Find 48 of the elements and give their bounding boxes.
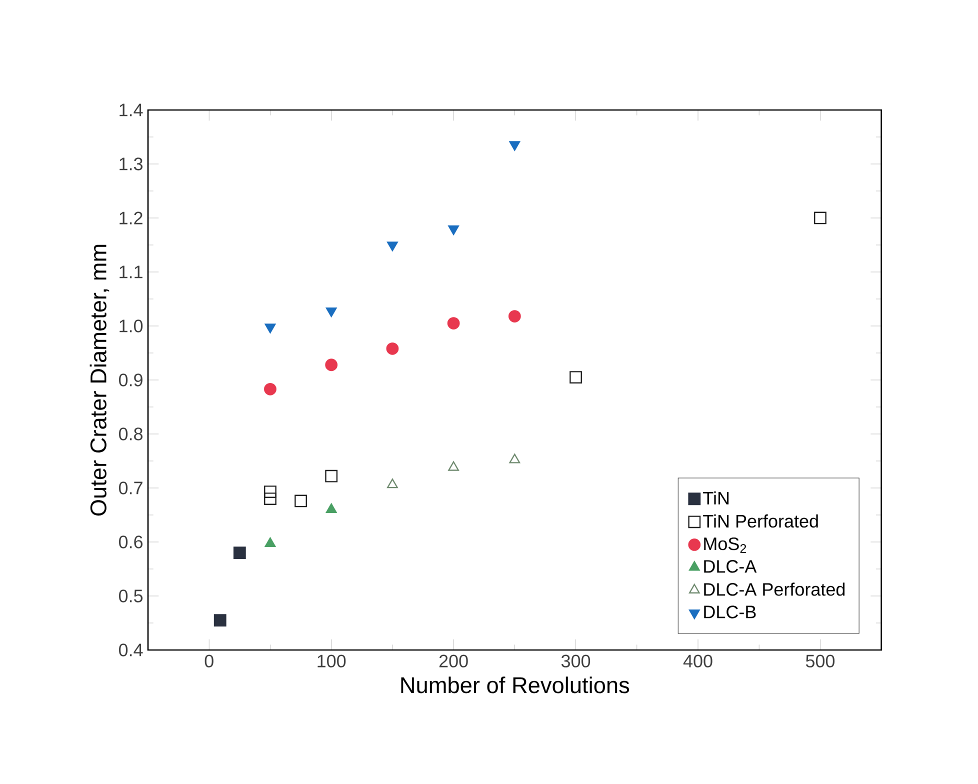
- point: [447, 317, 460, 330]
- point: [448, 461, 460, 471]
- point: [386, 242, 398, 252]
- y-tick-label: 0.6: [118, 536, 143, 548]
- y-tick-label: 1.2: [120, 212, 142, 224]
- point: [325, 470, 338, 482]
- y-tick-label: 1.3: [120, 158, 143, 170]
- point: [233, 546, 246, 559]
- x-tick-label: 500: [806, 654, 835, 668]
- legend-label: DLC-A: [704, 560, 757, 573]
- point: [448, 225, 460, 235]
- y-tick-label: 1.1: [120, 266, 142, 278]
- point: [386, 478, 398, 488]
- y-tick-label: 1.4: [120, 104, 143, 116]
- y-axis-title: Outer Crater Diameter, mm: [90, 244, 110, 516]
- legend-label: TiN: [703, 491, 729, 504]
- point: [264, 382, 276, 396]
- point: [264, 324, 276, 334]
- x-tick-label: 400: [683, 654, 712, 668]
- point: [509, 141, 520, 151]
- point: [264, 492, 276, 505]
- legend-label: DLC-B: [704, 606, 756, 618]
- point: [325, 358, 338, 372]
- x-tick-label: 300: [561, 654, 590, 668]
- legend-label: MoS$_{2}$: [704, 537, 746, 553]
- y-tick-label: 0.4: [118, 644, 143, 656]
- point: [570, 371, 582, 384]
- x-tick-label: 200: [439, 654, 468, 668]
- y-tick-label: 0.9: [118, 374, 142, 386]
- point: [264, 537, 276, 548]
- point: [264, 486, 276, 498]
- y-tick-label: 0.7: [118, 482, 142, 494]
- y-tick-label: 0.5: [118, 590, 143, 602]
- legend-label: TiN Perforated: [703, 514, 818, 528]
- x-axis-title: Number of Revolutions: [401, 676, 630, 694]
- point: [326, 307, 337, 318]
- point: [214, 614, 226, 626]
- point: [326, 503, 337, 513]
- point: [508, 310, 521, 322]
- point: [294, 494, 307, 508]
- x-tick-label: 100: [318, 654, 346, 668]
- point: [386, 342, 399, 355]
- x-tick-label: 0: [204, 654, 214, 668]
- point: [814, 212, 826, 224]
- y-tick-label: 0.8: [118, 428, 143, 440]
- legend-label: DLC-A Perforated: [704, 582, 845, 596]
- point: [509, 454, 520, 464]
- y-tick-label: 1.0: [120, 320, 143, 332]
